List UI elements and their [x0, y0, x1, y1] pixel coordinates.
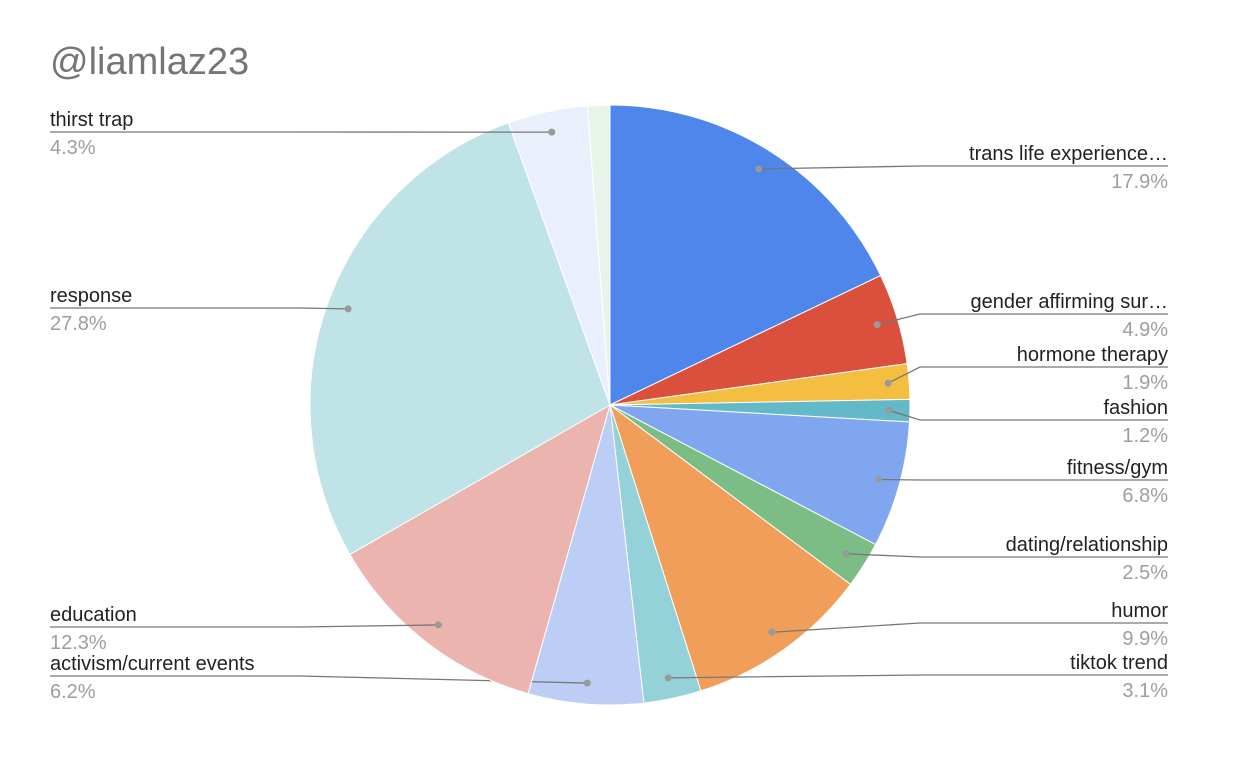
- leader-dot: [664, 674, 672, 682]
- slice-value-label: 3.1%: [1122, 680, 1168, 702]
- leader-dot: [583, 679, 591, 687]
- slice-value-label: 6.2%: [50, 681, 96, 703]
- slice-label: dating/relationship: [1006, 534, 1168, 556]
- leader-line: [887, 366, 1168, 384]
- leader-dot: [842, 550, 850, 558]
- leader-dot: [873, 321, 881, 329]
- leader-dot: [768, 628, 776, 636]
- leader-line: [50, 624, 439, 628]
- slice-value-label: 9.9%: [1122, 628, 1168, 650]
- slice-label: activism/current events: [50, 653, 255, 675]
- slice-label: trans life experience…: [969, 143, 1168, 165]
- slice-value-label: 2.5%: [1122, 562, 1168, 584]
- leader-line: [877, 313, 1168, 326]
- leader-line: [888, 409, 1168, 421]
- slice-value-label: 6.8%: [1122, 485, 1168, 507]
- leader-line: [771, 622, 1168, 633]
- slice-label: response: [50, 285, 132, 307]
- slice-label: fitness/gym: [1067, 457, 1168, 479]
- leader-line: [50, 307, 349, 310]
- slice-label: hormone therapy: [1017, 344, 1168, 366]
- leader-line: [846, 553, 1168, 558]
- slice-label: fashion: [1104, 397, 1169, 419]
- pie-slice: [527, 404, 645, 706]
- leader-line: [758, 165, 1168, 170]
- slice-value-label: 4.9%: [1122, 319, 1168, 341]
- leader-dot: [548, 128, 556, 136]
- slice-label: tiktok trend: [1070, 652, 1168, 674]
- slice-value-label: 1.9%: [1122, 372, 1168, 394]
- pie-slice: [609, 404, 911, 546]
- leader-dot: [755, 165, 763, 173]
- pie-slice: [309, 122, 611, 556]
- slice-label: thirst trap: [50, 109, 133, 131]
- leader-dot: [884, 379, 892, 387]
- pie-slice: [349, 403, 611, 695]
- slice-value-label: 1.2%: [1122, 425, 1168, 447]
- slice-value-label: 4.3%: [50, 137, 96, 159]
- slice-label: gender affirming sur…: [971, 291, 1169, 313]
- leader-dot: [885, 406, 893, 414]
- pie-slice: [609, 104, 882, 406]
- leader-line: [878, 478, 1168, 481]
- slice-value-label: 17.9%: [1111, 171, 1168, 193]
- slice-label: humor: [1111, 600, 1168, 622]
- slice-value-label: 27.8%: [50, 313, 107, 335]
- slice-label: education: [50, 604, 137, 626]
- leader-line: [668, 674, 1168, 679]
- leader-dot: [344, 305, 352, 313]
- pie-slice: [586, 104, 611, 406]
- pie-slice: [609, 403, 852, 692]
- leader-dot: [434, 621, 442, 629]
- chart-title: @liamlaz23: [50, 41, 249, 83]
- leader-dot: [875, 475, 883, 483]
- slice-value-label: 12.3%: [50, 632, 107, 654]
